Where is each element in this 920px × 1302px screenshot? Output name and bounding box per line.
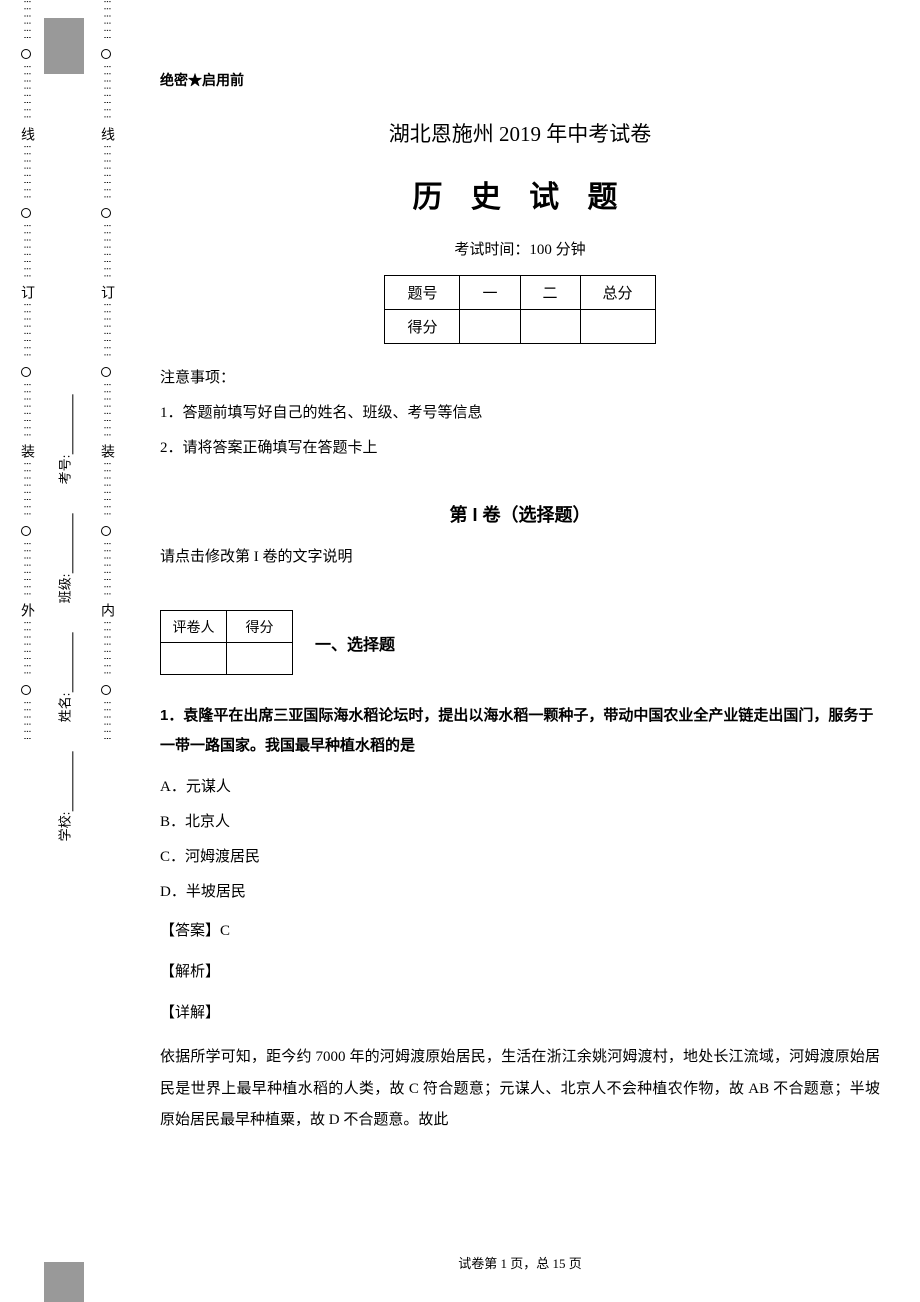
- option-b: B．北京人: [160, 810, 880, 831]
- section-title: 第 I 卷（选择题）: [160, 501, 880, 527]
- exam-source: 湖北恩施州 2019 年中考试卷: [160, 118, 880, 148]
- th-two: 二: [520, 276, 580, 310]
- row-label: 得分: [385, 310, 460, 344]
- cell-blank: [161, 643, 227, 675]
- th-total: 总分: [580, 276, 655, 310]
- detail-body: 依据所学可知，距今约 7000 年的河姆渡原始居民，生活在浙江余姚河姆渡村，地处…: [160, 1042, 880, 1137]
- dots: ⁝⁝⁝⁝⁝⁝: [21, 701, 31, 744]
- notes-item: 1．答题前填写好自己的姓名、班级、考号等信息: [160, 401, 880, 422]
- cell-blank: [460, 310, 520, 344]
- table-row: 评卷人 得分: [161, 611, 293, 643]
- circle-mark: [21, 208, 31, 218]
- exam-time: 考试时间：100 分钟: [160, 238, 880, 259]
- th-label: 题号: [385, 276, 460, 310]
- side-label-examno: 考号:: [55, 395, 74, 485]
- circle-mark: [101, 526, 111, 536]
- binding-char: 内: [96, 603, 116, 617]
- dots: ⁝⁝⁝⁝⁝⁝⁝⁝: [101, 303, 111, 360]
- grader-row: 评卷人 得分 一、选择题: [160, 610, 880, 675]
- answer-label: 【答案】: [160, 923, 220, 939]
- gray-bar-top: [44, 18, 84, 74]
- grader-table: 评卷人 得分: [160, 610, 293, 675]
- th-one: 一: [460, 276, 520, 310]
- notes-heading: 注意事项：: [160, 366, 880, 387]
- circle-mark: [21, 526, 31, 536]
- binding-char: 订: [96, 285, 116, 299]
- dots: ⁝⁝⁝⁝⁝⁝⁝⁝: [21, 303, 31, 360]
- option-c: C．河姆渡居民: [160, 845, 880, 866]
- dots: ⁝⁝⁝⁝⁝⁝⁝⁝: [21, 224, 31, 281]
- dots: ⁝⁝⁝⁝⁝⁝⁝⁝: [101, 145, 111, 202]
- notes-item: 2．请将答案正确填写在答题卡上: [160, 436, 880, 457]
- table-row: [161, 643, 293, 675]
- section-note: 请点击修改第 I 卷的文字说明: [160, 545, 880, 566]
- dots: ⁝⁝⁝⁝⁝⁝⁝⁝: [21, 621, 31, 678]
- dots: ⁝⁝⁝⁝⁝⁝⁝⁝: [21, 65, 31, 122]
- question-1-text: 1．袁隆平在出席三亚国际海水稻论坛时，提出以海水稻一颗种子，带动中国农业全产业链…: [160, 701, 880, 761]
- side-label-class: 班级:: [55, 514, 74, 604]
- dots: ⁝⁝⁝⁝⁝⁝⁝⁝: [21, 383, 31, 440]
- dots: ⁝⁝⁝⁝⁝⁝: [101, 0, 111, 43]
- side-labels: 学校: 姓名: 班级: 考号:: [50, 380, 78, 856]
- grader-col2: 得分: [227, 611, 293, 643]
- dots: ⁝⁝⁝⁝⁝⁝: [21, 0, 31, 43]
- dots: ⁝⁝⁝⁝⁝⁝⁝⁝: [101, 224, 111, 281]
- circle-mark: [21, 367, 31, 377]
- circle-mark: [21, 49, 31, 59]
- grader-col1: 评卷人: [161, 611, 227, 643]
- table-row: 题号 一 二 总分: [385, 276, 655, 310]
- cell-blank: [580, 310, 655, 344]
- sub-heading: 一、选择题: [315, 631, 395, 655]
- circle-mark: [101, 685, 111, 695]
- dots: ⁝⁝⁝⁝⁝⁝⁝⁝: [101, 462, 111, 519]
- binding-char: 线: [16, 127, 36, 141]
- dots: ⁝⁝⁝⁝⁝⁝⁝⁝: [101, 65, 111, 122]
- side-label-name: 姓名:: [55, 633, 74, 723]
- dots: ⁝⁝⁝⁝⁝⁝⁝⁝: [101, 383, 111, 440]
- binding-char: 线: [96, 127, 116, 141]
- side-label-school: 学校:: [55, 752, 74, 842]
- dots: ⁝⁝⁝⁝⁝⁝⁝⁝: [21, 145, 31, 202]
- answer-block: 【答案】C: [160, 919, 880, 940]
- analysis-label: 【解析】: [160, 960, 880, 981]
- dots: ⁝⁝⁝⁝⁝⁝⁝⁝: [21, 542, 31, 599]
- circle-mark: [101, 367, 111, 377]
- detail-label: 【详解】: [160, 1001, 880, 1022]
- page-footer: 试卷第 1 页，总 15 页: [160, 1253, 880, 1272]
- binding-char: 订: [16, 285, 36, 299]
- dots: ⁝⁝⁝⁝⁝⁝⁝⁝: [101, 542, 111, 599]
- binding-char: 外: [16, 603, 36, 617]
- binding-char: 装: [16, 444, 36, 458]
- gray-bar-bottom: [44, 1262, 84, 1302]
- option-d: D．半坡居民: [160, 880, 880, 901]
- option-a: A．元谋人: [160, 775, 880, 796]
- content-area: 绝密★启用前 湖北恩施州 2019 年中考试卷 历 史 试 题 考试时间：100…: [160, 70, 880, 1137]
- dots: ⁝⁝⁝⁝⁝⁝⁝⁝: [101, 621, 111, 678]
- outer-binding-marks: ⁝⁝⁝⁝⁝⁝ ⁝⁝⁝⁝⁝⁝⁝⁝ 线 ⁝⁝⁝⁝⁝⁝⁝⁝ ⁝⁝⁝⁝⁝⁝⁝⁝ 订 ⁝⁝…: [20, 0, 32, 1302]
- cell-blank: [227, 643, 293, 675]
- secret-label: 绝密★启用前: [160, 70, 880, 90]
- circle-mark: [21, 685, 31, 695]
- circle-mark: [101, 208, 111, 218]
- answer-value: C: [220, 923, 230, 939]
- binding-char: 装: [96, 444, 116, 458]
- exam-title: 历 史 试 题: [160, 172, 880, 216]
- dots: ⁝⁝⁝⁝⁝⁝: [101, 701, 111, 744]
- score-table: 题号 一 二 总分 得分: [384, 275, 655, 344]
- dots: ⁝⁝⁝⁝⁝⁝⁝⁝: [21, 462, 31, 519]
- inner-binding-marks: ⁝⁝⁝⁝⁝⁝ ⁝⁝⁝⁝⁝⁝⁝⁝ 线 ⁝⁝⁝⁝⁝⁝⁝⁝ ⁝⁝⁝⁝⁝⁝⁝⁝ 订 ⁝⁝…: [100, 0, 112, 1302]
- circle-mark: [101, 49, 111, 59]
- table-row: 得分: [385, 310, 655, 344]
- cell-blank: [520, 310, 580, 344]
